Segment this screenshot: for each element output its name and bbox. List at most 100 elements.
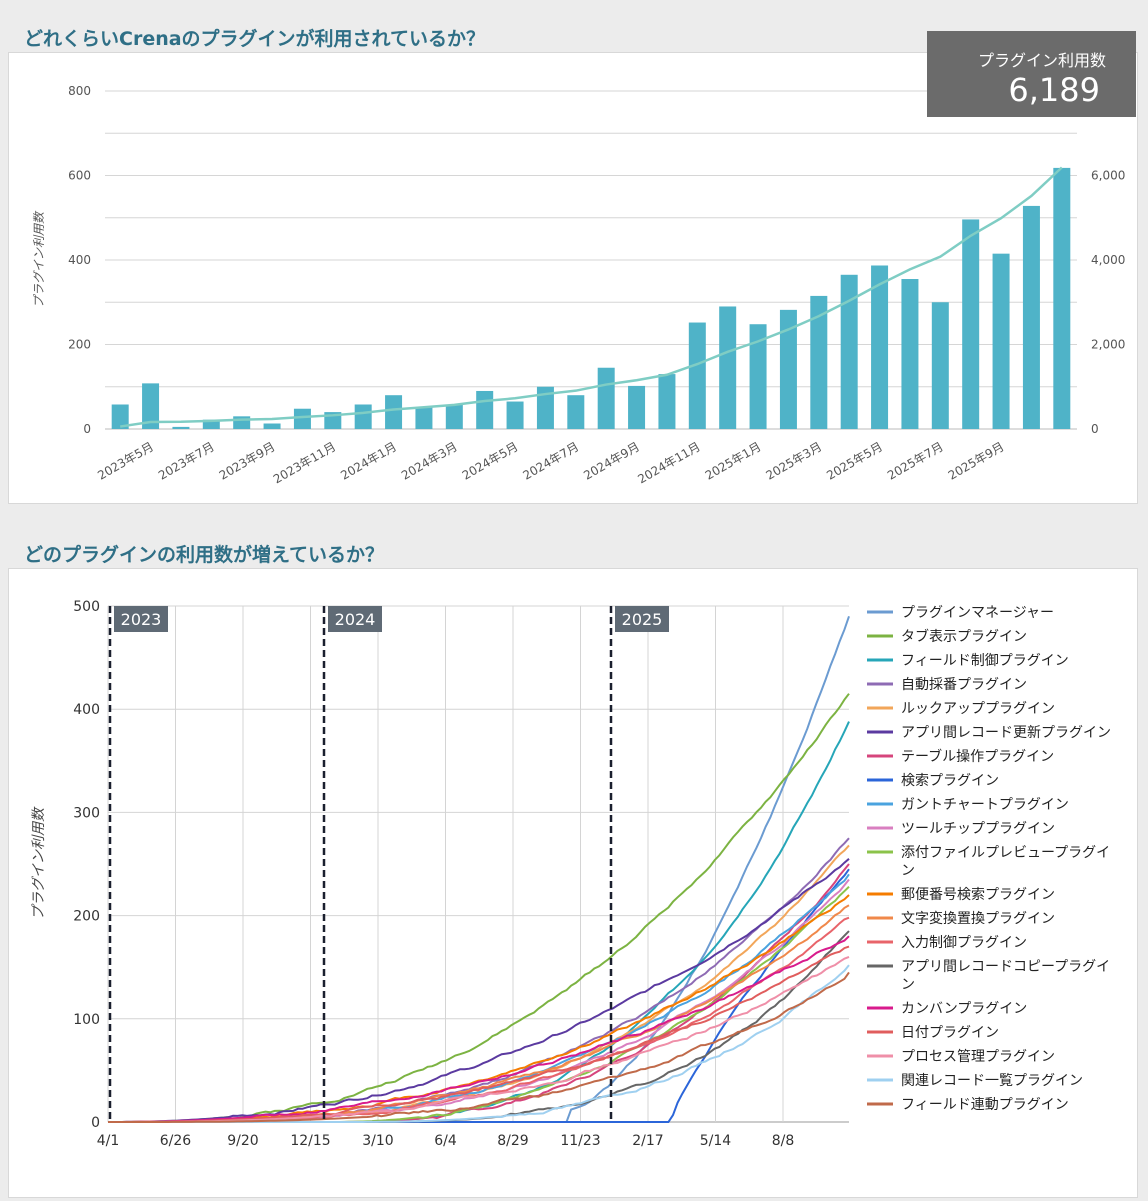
bar xyxy=(597,367,615,429)
bar xyxy=(749,324,767,429)
bar xyxy=(445,404,463,429)
legend-label-cont: ン xyxy=(901,977,915,993)
x-tick-label: 2025年7月 xyxy=(885,439,946,482)
chart2-svg: 0 100 200 300 400 500 4/1 6/26 9/20 12/15 3/10 6/4 8… xyxy=(31,599,1111,1149)
bar xyxy=(628,385,646,429)
legend-label: フィールド制御プラグイン xyxy=(901,653,1069,669)
x-tick-label: 2023年11月 xyxy=(271,439,338,486)
y-tick-label: 400 xyxy=(73,702,100,718)
series-line xyxy=(108,935,850,1123)
y-tick-label: 200 xyxy=(73,909,100,925)
x-tick-label: 6/26 xyxy=(160,1133,192,1149)
y-axis-label: プラグイン利用数 xyxy=(31,806,47,920)
bar xyxy=(1053,167,1071,429)
bar xyxy=(992,253,1010,429)
x-tick-label: 11/23 xyxy=(560,1133,600,1149)
x-tick-label: 2/17 xyxy=(632,1133,663,1149)
bar xyxy=(719,306,737,429)
bar xyxy=(688,322,706,429)
year-badge xyxy=(328,606,382,632)
chart1-panel: 020040060080002,0004,0006,0008,000プラグイン利… xyxy=(8,52,1138,504)
legend-label: アプリ間レコード更新プラグイン xyxy=(901,725,1111,741)
year-label: 2023 xyxy=(121,610,162,629)
y-axis-label: プラグイン利用数 xyxy=(32,210,46,308)
bar xyxy=(476,390,494,429)
x-tick-label: 5/14 xyxy=(700,1133,732,1149)
y-tick-label: 200 xyxy=(68,338,91,352)
legend-label: タブ表示プラグイン xyxy=(901,628,1027,645)
legend-label: テーブル操作プラグイン xyxy=(901,748,1054,765)
legend-label-cont: ン xyxy=(901,863,915,879)
x-tick-label: 2025年3月 xyxy=(763,439,824,482)
kpi-value: 6,189 xyxy=(1008,71,1100,109)
bar xyxy=(536,386,554,429)
x-tick-label: 4/1 xyxy=(97,1133,120,1149)
legend-label: 文字変換置換プラグイン xyxy=(901,910,1055,927)
y2-tick-label: 4,000 xyxy=(1091,253,1125,267)
y-tick-label: 600 xyxy=(68,169,91,183)
x-tick-label: 8/29 xyxy=(497,1133,528,1149)
x-tick-label: 9/20 xyxy=(227,1133,258,1149)
legend-label: ガントチャートプラグイン xyxy=(901,797,1069,813)
series-line xyxy=(108,971,850,1123)
bar xyxy=(567,395,585,429)
legend-label: ルックアッププラグイン xyxy=(901,701,1055,717)
legend-label: 自動採番プラグイン xyxy=(901,677,1027,693)
x-tick-label: 2024年9月 xyxy=(581,439,642,482)
y2-tick-label: 0 xyxy=(1091,422,1099,436)
y-tick-label: 500 xyxy=(73,599,100,615)
bar xyxy=(658,374,676,429)
year-label: 2024 xyxy=(335,610,376,629)
bar xyxy=(202,419,220,429)
x-tick-label: 6/4 xyxy=(434,1133,457,1149)
kpi-card: プラグイン利用数 6,189 xyxy=(927,31,1136,117)
chart1-svg: 020040060080002,0004,0006,0008,000プラグイン利… xyxy=(32,84,1125,487)
bar xyxy=(779,309,797,429)
y-tick-label: 0 xyxy=(83,422,91,436)
legend-label: 日付プラグイン xyxy=(901,1025,999,1041)
x-tick-label: 2024年11月 xyxy=(635,439,702,486)
y-tick-label: 300 xyxy=(73,805,100,821)
x-tick-label: 2024年1月 xyxy=(338,439,399,482)
x-tick-label: 12/15 xyxy=(290,1133,330,1149)
legend-label: 入力制御プラグイン xyxy=(901,935,1027,951)
bar xyxy=(263,423,281,429)
legend-label: 郵便番号検索プラグイン xyxy=(901,886,1055,903)
x-tick-label: 2024年7月 xyxy=(520,439,581,482)
series-line xyxy=(108,693,850,1123)
x-tick-label: 2024年5月 xyxy=(460,439,521,482)
bar xyxy=(142,383,160,429)
year-badge xyxy=(114,606,168,632)
bar xyxy=(111,404,129,429)
bar xyxy=(172,426,190,429)
series-line xyxy=(108,964,850,1123)
legend-label: カンバンプラグイン xyxy=(901,1001,1027,1017)
x-tick-label: 2025年1月 xyxy=(703,439,764,482)
y-tick-label: 800 xyxy=(68,84,91,98)
y2-tick-label: 6,000 xyxy=(1091,169,1125,183)
kpi-label: プラグイン利用数 xyxy=(977,51,1106,70)
y-tick-label: 100 xyxy=(73,1012,100,1028)
series-line xyxy=(108,721,850,1123)
x-tick-label: 2023年7月 xyxy=(156,439,217,482)
x-tick-label: 3/10 xyxy=(362,1133,393,1149)
bar xyxy=(385,395,403,429)
y-tick-label: 400 xyxy=(68,253,91,267)
legend-label: 検索プラグイン xyxy=(901,772,999,789)
x-tick-label: 8/8 xyxy=(772,1133,795,1149)
x-tick-label: 2024年3月 xyxy=(399,439,460,482)
bar xyxy=(901,279,919,429)
legend-label: ツールチッププラグイン xyxy=(901,821,1055,837)
x-tick-label: 2025年9月 xyxy=(946,439,1007,482)
bar xyxy=(354,404,372,429)
chart1-title: どれくらいCrenaのプラグインが利用されているか？ xyxy=(24,28,485,50)
x-tick-label: 2023年9月 xyxy=(217,439,278,482)
bar xyxy=(931,302,949,429)
legend-label: 関連レコード一覧プラグイン xyxy=(901,1072,1083,1089)
x-tick-label: 2025年5月 xyxy=(824,439,885,482)
legend-label: 添付ファイルプレビュープラグイ xyxy=(901,845,1110,861)
legend-label: フィールド連動プラグイン xyxy=(901,1097,1069,1113)
cumulative-line xyxy=(120,166,1063,428)
y2-tick-label: 2,000 xyxy=(1091,338,1125,352)
year-badge xyxy=(615,606,669,632)
